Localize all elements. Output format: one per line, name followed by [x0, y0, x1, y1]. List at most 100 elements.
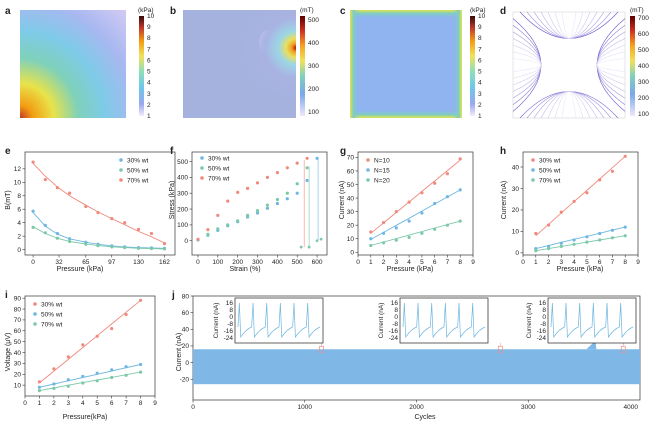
data-point: [123, 246, 127, 250]
data-point: [136, 227, 141, 231]
data-point: [534, 231, 538, 236]
data-point: [559, 241, 563, 245]
colorbar-tick-label-b: 400: [308, 40, 319, 47]
inset-y-tick-label: 0: [542, 314, 546, 321]
colorbar-tick-label-c: 2: [478, 102, 482, 109]
panel-c: c (kPa) 10 9 8 7 6 5 4 3 2 1: [340, 6, 486, 120]
data-point: [299, 245, 303, 249]
fit-line: [39, 299, 141, 384]
data-point: [265, 206, 269, 210]
y-axis-label-i: Voltage (μV): [5, 333, 12, 372]
y-axis-label-e: B(mT): [5, 190, 12, 209]
legend-marker: [33, 302, 37, 306]
data-point: [305, 156, 309, 160]
inset-y-axis-label: Current (nA): [378, 303, 385, 339]
data-point: [81, 374, 85, 378]
field-lines-map-d: [512, 11, 626, 119]
data-point: [95, 379, 99, 383]
data-point: [55, 186, 60, 190]
y-tick-label: 80: [182, 293, 190, 300]
fit-line: [39, 371, 141, 392]
x-tick-label: 200: [232, 259, 243, 266]
x-tick-label: 65: [82, 259, 90, 266]
colorbar-tick-label-b: 300: [308, 63, 319, 70]
data-point: [420, 211, 424, 215]
data-point: [43, 223, 47, 227]
y-tick-label: -20: [180, 377, 190, 384]
legend-label: 50% wt: [127, 167, 149, 174]
y-tick-label: 50: [347, 182, 355, 189]
data-point: [547, 244, 551, 248]
data-point: [255, 209, 260, 213]
data-point: [139, 298, 143, 302]
legend-marker: [33, 322, 37, 326]
data-point: [369, 243, 373, 248]
y-tick-label: 0: [350, 250, 354, 257]
fit-line: [39, 364, 141, 388]
x-tick-label: 130: [133, 259, 144, 266]
panel-label-g: g: [340, 146, 346, 157]
colorbar-tick-label-d: 200: [638, 95, 649, 102]
legend-marker: [531, 158, 535, 162]
colorbar-ticks-a: 10 9 8 7 6 5 4 3 2 1: [147, 13, 155, 120]
data-point: [433, 227, 437, 231]
data-point: [369, 230, 373, 234]
chart-h: h Pressure (kPa) Current (nA) 0 1 2 3 4 5 6 7 8 9…: [500, 146, 640, 273]
data-point: [623, 234, 627, 238]
x-tick-label: 1: [38, 400, 42, 407]
panel-label-a: a: [5, 6, 11, 17]
data-point: [95, 334, 99, 338]
data-point: [110, 327, 114, 331]
data-point: [458, 157, 462, 161]
colorbar-unit-b: (mT): [300, 7, 314, 14]
pressure-map-c-edge-top: [350, 10, 462, 19]
legend-marker: [531, 168, 535, 172]
pressure-map-c: [350, 10, 462, 118]
data-point: [52, 382, 56, 386]
colorbar-ticks-d: 700 600 500 400 300 200 100: [638, 15, 649, 118]
fit-line: [370, 220, 461, 246]
chart-g: g Pressure (kPa) Current (nA) 0 1 2 3 4 5 6 7 8 9…: [339, 146, 475, 273]
inset-waveform: [550, 302, 634, 339]
inset-waveform: [402, 302, 486, 339]
inset-y-tick-label: 16: [391, 300, 399, 307]
data-point: [162, 242, 167, 246]
inset-waveform: [237, 302, 321, 339]
data-point: [139, 362, 143, 367]
data-point: [236, 219, 240, 223]
colorbar-tick-label-c: 9: [478, 24, 482, 31]
data-point: [95, 371, 99, 375]
data-point: [394, 238, 398, 242]
x-tick-label: 1000: [298, 404, 313, 411]
y-axis-label-f: Stress (kPa): [169, 181, 176, 220]
data-point: [623, 154, 627, 158]
x-tick-label: 5: [95, 400, 99, 407]
data-point: [246, 213, 250, 217]
colorbar-tick-label-a: 7: [147, 46, 151, 53]
y-tick-label: 0: [515, 250, 519, 257]
data-point: [295, 161, 299, 165]
inset-y-tick-label: -16: [537, 328, 547, 335]
data-point: [136, 246, 141, 250]
inset-y-tick-label: 16: [226, 300, 234, 307]
legend-marker: [200, 166, 204, 170]
data-point: [68, 237, 72, 241]
data-point: [66, 378, 70, 382]
x-tick-label: 9: [153, 400, 157, 407]
data-point: [275, 201, 279, 206]
colorbar-d: [630, 16, 635, 116]
colorbar-tick-label-c: 8: [478, 35, 482, 42]
chart-j: j Cycles Current (nA) 0 1000 2000 3000 4000-…: [171, 290, 641, 421]
x-tick-label: 0: [196, 259, 200, 266]
x-tick-label: 400: [272, 259, 283, 266]
colorbar-tick-label-a: 9: [147, 24, 151, 31]
data-point: [96, 244, 100, 248]
data-point: [246, 186, 250, 190]
x-tick-label: 4: [572, 259, 576, 266]
inset-y-tick-label: -24: [389, 335, 399, 342]
inset-y-tick-label: 0: [394, 314, 398, 321]
x-tick-label: 1: [369, 259, 373, 266]
inset-y-tick-label: 16: [539, 300, 547, 307]
inset-y-tick-label: -8: [392, 321, 398, 328]
fit-line: [535, 155, 626, 237]
